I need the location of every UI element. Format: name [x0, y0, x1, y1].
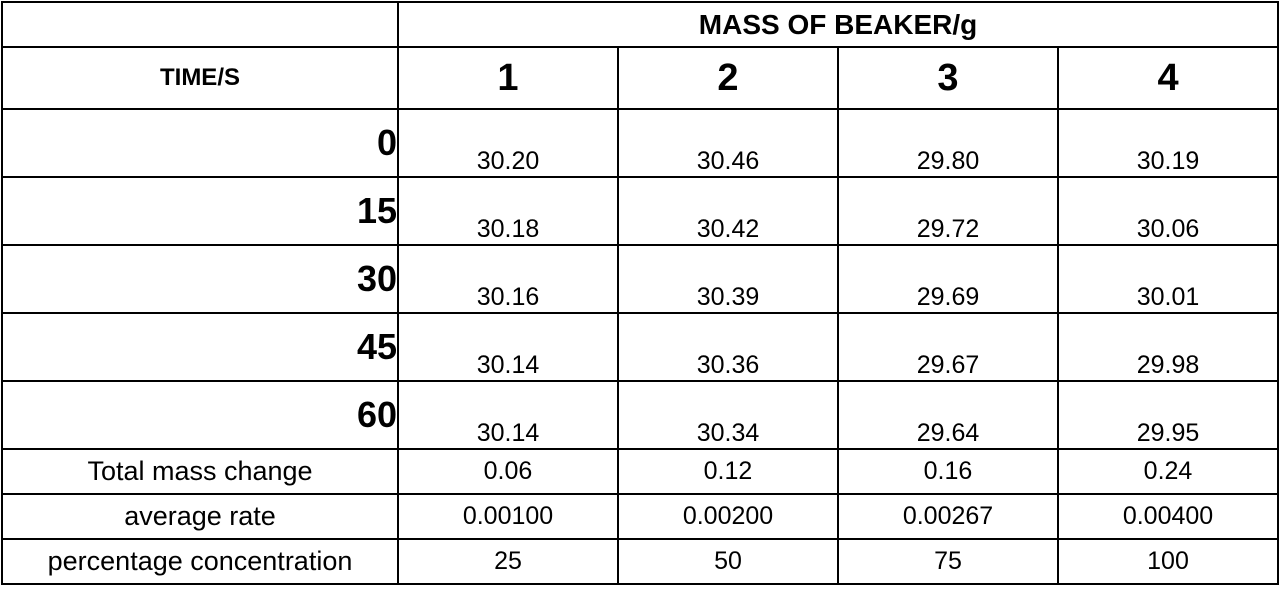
time-cell: 45: [1, 312, 399, 382]
mass-cell: 30.19: [1056, 108, 1280, 178]
mass-cell: 30.06: [1056, 176, 1280, 246]
summary-cell: 0.12: [617, 448, 839, 495]
mass-cell: 29.69: [837, 244, 1059, 314]
table-row: 0 30.20 30.46 29.80 30.19: [1, 108, 1280, 178]
mass-cell: 30.16: [397, 244, 619, 314]
summary-cell: 100: [1056, 538, 1280, 585]
summary-cell: 25: [397, 538, 619, 585]
time-cell: 30: [1, 244, 399, 314]
summary-cell: 75: [837, 538, 1059, 585]
mass-cell: 29.67: [837, 312, 1059, 382]
summary-cell: 0.16: [837, 448, 1059, 495]
table-row: 30 30.16 30.39 29.69 30.01: [1, 244, 1280, 314]
mass-cell: 30.14: [397, 380, 619, 450]
mass-cell: 30.39: [617, 244, 839, 314]
mass-cell: 29.64: [837, 380, 1059, 450]
mass-of-beaker-header: MASS OF BEAKER/g: [396, 1, 1280, 48]
summary-cell: 0.06: [397, 448, 619, 495]
mass-cell: 30.36: [617, 312, 839, 382]
corner-cell: [1, 1, 399, 48]
column-header: 1: [397, 46, 619, 110]
time-cell: 60: [1, 380, 399, 450]
summary-cell: 0.00200: [617, 493, 839, 540]
time-header: TIME/S: [1, 46, 399, 110]
mass-cell: 30.14: [397, 312, 619, 382]
time-cell: 15: [1, 176, 399, 246]
mass-cell: 30.01: [1056, 244, 1280, 314]
summary-label: percentage concentration: [1, 538, 399, 585]
column-header: 4: [1056, 46, 1280, 110]
summary-row-total-mass-change: Total mass change 0.06 0.12 0.16 0.24: [1, 448, 1280, 495]
mass-cell: 29.95: [1056, 380, 1280, 450]
mass-cell: 30.20: [397, 108, 619, 178]
summary-cell: 50: [617, 538, 839, 585]
mass-cell: 30.46: [617, 108, 839, 178]
mass-cell: 29.98: [1056, 312, 1280, 382]
column-header-row: TIME/S 1 2 3 4: [1, 46, 1280, 110]
mass-cell: 30.18: [397, 176, 619, 246]
column-header: 2: [617, 46, 839, 110]
mass-cell: 29.72: [837, 176, 1059, 246]
summary-cell: 0.24: [1056, 448, 1280, 495]
mass-cell: 30.34: [617, 380, 839, 450]
summary-label: Total mass change: [1, 448, 399, 495]
summary-row-percentage-concentration: percentage concentration 25 50 75 100: [1, 538, 1280, 585]
mass-cell: 30.42: [617, 176, 839, 246]
summary-label: average rate: [1, 493, 399, 540]
table-row: 45 30.14 30.36 29.67 29.98: [1, 312, 1280, 382]
table-row: 15 30.18 30.42 29.72 30.06: [1, 176, 1280, 246]
column-header: 3: [837, 46, 1059, 110]
summary-cell: 0.00100: [397, 493, 619, 540]
summary-cell: 0.00267: [837, 493, 1059, 540]
summary-row-average-rate: average rate 0.00100 0.00200 0.00267 0.0…: [1, 493, 1280, 540]
mass-cell: 29.80: [837, 108, 1059, 178]
time-cell: 0: [1, 108, 399, 178]
table-row: 60 30.14 30.34 29.64 29.95: [1, 380, 1280, 450]
group-header-row: MASS OF BEAKER/g: [1, 1, 1280, 48]
summary-cell: 0.00400: [1056, 493, 1280, 540]
